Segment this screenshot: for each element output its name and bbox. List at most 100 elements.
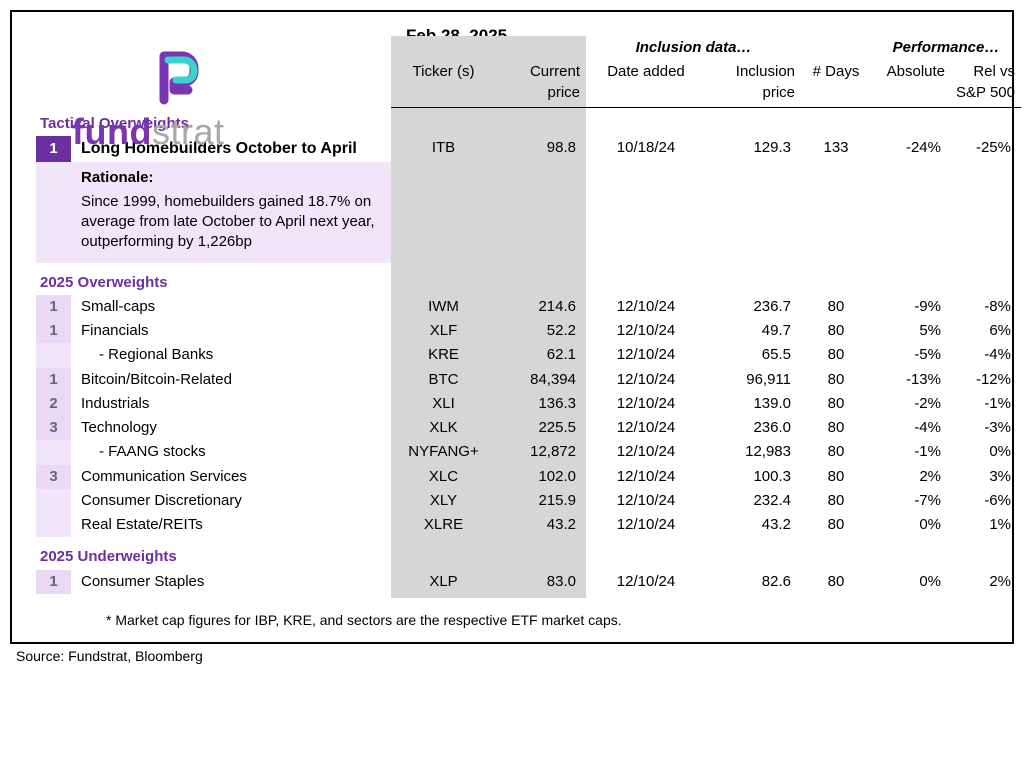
cell-days: 80: [801, 513, 871, 537]
cell-price: 62.1: [496, 343, 586, 367]
cell-incl-price: 129.3: [706, 136, 801, 162]
row-name: Small-caps: [71, 295, 391, 319]
cell-absolute: -7%: [871, 489, 951, 513]
rank-box: [36, 489, 71, 513]
row-name: Financials: [71, 319, 391, 343]
section-over2025: 2025 Overweights: [36, 267, 391, 295]
cell-days: 80: [801, 570, 871, 594]
cell-rel: -8%: [951, 295, 1021, 319]
cell-incl-price: 49.7: [706, 319, 801, 343]
row-name: - Regional Banks: [71, 343, 391, 367]
cell-price: 43.2: [496, 513, 586, 537]
row-name: - FAANG stocks: [71, 440, 391, 464]
hdr-ticker: Ticker (s): [391, 60, 496, 108]
cell-incl-price: 236.7: [706, 295, 801, 319]
cell-incl-price: 100.3: [706, 465, 801, 489]
cell-absolute: 0%: [871, 570, 951, 594]
cell-rel: -4%: [951, 343, 1021, 367]
cell-price: 136.3: [496, 392, 586, 416]
cell-days: 80: [801, 440, 871, 464]
cell-days: 80: [801, 368, 871, 392]
cell-ticker: XLC: [391, 465, 496, 489]
logo-strat: strat: [152, 111, 225, 152]
rank-box: 1: [36, 295, 71, 319]
cell-date: 12/10/24: [586, 368, 706, 392]
cell-days: 80: [801, 295, 871, 319]
cell-absolute: -24%: [871, 136, 951, 162]
rank-box: 3: [36, 465, 71, 489]
fundstrat-icon: [146, 50, 206, 106]
frame: Feb 28, 2025 fundstrat Inclusion data… P…: [10, 10, 1014, 644]
cell-date: 12/10/24: [586, 489, 706, 513]
cell-incl-price: 236.0: [706, 416, 801, 440]
logo-fund: fund: [72, 111, 152, 152]
hdr-rel: Rel vs S&P 500: [951, 60, 1021, 108]
cell-ticker: ITB: [391, 136, 496, 162]
row-name: Communication Services: [71, 465, 391, 489]
cell-incl-price: 232.4: [706, 489, 801, 513]
row-name: Bitcoin/Bitcoin-Related: [71, 368, 391, 392]
header-group-inclusion: Inclusion data…: [586, 36, 801, 60]
cell-date: 12/10/24: [586, 392, 706, 416]
cell-date: 12/10/24: [586, 440, 706, 464]
rationale-text: Since 1999, homebuilders gained 18.7% on…: [71, 190, 391, 263]
cell-days: 80: [801, 416, 871, 440]
row-name: Real Estate/REITs: [71, 513, 391, 537]
hdr-incl-price: Inclusion price: [706, 60, 801, 108]
cell-rel: -6%: [951, 489, 1021, 513]
cell-date: 12/10/24: [586, 343, 706, 367]
cell-absolute: -4%: [871, 416, 951, 440]
cell-price: 214.6: [496, 295, 586, 319]
row-name: Consumer Staples: [71, 570, 391, 594]
cell-date: 12/10/24: [586, 513, 706, 537]
cell-ticker: XLRE: [391, 513, 496, 537]
rationale-label: Rationale:: [71, 162, 391, 190]
row-name: Consumer Discretionary: [71, 489, 391, 513]
hdr-absolute: Absolute: [871, 60, 951, 108]
cell-incl-price: 96,911: [706, 368, 801, 392]
footnote: * Market cap figures for IBP, KRE, and s…: [106, 612, 992, 628]
cell-price: 102.0: [496, 465, 586, 489]
cell-ticker: XLI: [391, 392, 496, 416]
page: Feb 28, 2025 fundstrat Inclusion data… P…: [0, 0, 1024, 670]
section-under2025: 2025 Underweights: [36, 541, 391, 569]
cell-absolute: -5%: [871, 343, 951, 367]
cell-rel: -3%: [951, 416, 1021, 440]
rank-box: 1: [36, 319, 71, 343]
cell-price: 84,394: [496, 368, 586, 392]
hdr-price: Current price: [496, 60, 586, 108]
cell-ticker: XLF: [391, 319, 496, 343]
rank-box: 1: [36, 570, 71, 594]
rank-box: 1: [36, 368, 71, 392]
cell-ticker: XLP: [391, 570, 496, 594]
cell-ticker: IWM: [391, 295, 496, 319]
cell-price: 98.8: [496, 136, 586, 162]
cell-price: 225.5: [496, 416, 586, 440]
hdr-days: # Days: [801, 60, 871, 108]
source-line: Source: Fundstrat, Bloomberg: [16, 648, 1014, 664]
cell-incl-price: 65.5: [706, 343, 801, 367]
cell-rel: 2%: [951, 570, 1021, 594]
cell-date: 12/10/24: [586, 416, 706, 440]
row-name: Industrials: [71, 392, 391, 416]
rank-box: 2: [36, 392, 71, 416]
cell-absolute: 5%: [871, 319, 951, 343]
cell-date: 12/10/24: [586, 295, 706, 319]
cell-absolute: -13%: [871, 368, 951, 392]
cell-incl-price: 12,983: [706, 440, 801, 464]
cell-ticker: KRE: [391, 343, 496, 367]
cell-price: 215.9: [496, 489, 586, 513]
cell-ticker: NYFANG+: [391, 440, 496, 464]
logo-text: fundstrat: [72, 111, 266, 153]
cell-price: 52.2: [496, 319, 586, 343]
cell-days: 133: [801, 136, 871, 162]
cell-incl-price: 82.6: [706, 570, 801, 594]
hdr-date-added: Date added: [586, 60, 706, 108]
cell-days: 80: [801, 319, 871, 343]
cell-date: 10/18/24: [586, 136, 706, 162]
cell-absolute: -1%: [871, 440, 951, 464]
row-name: Technology: [71, 416, 391, 440]
cell-rel: -1%: [951, 392, 1021, 416]
rank-box: [36, 343, 71, 367]
cell-incl-price: 43.2: [706, 513, 801, 537]
